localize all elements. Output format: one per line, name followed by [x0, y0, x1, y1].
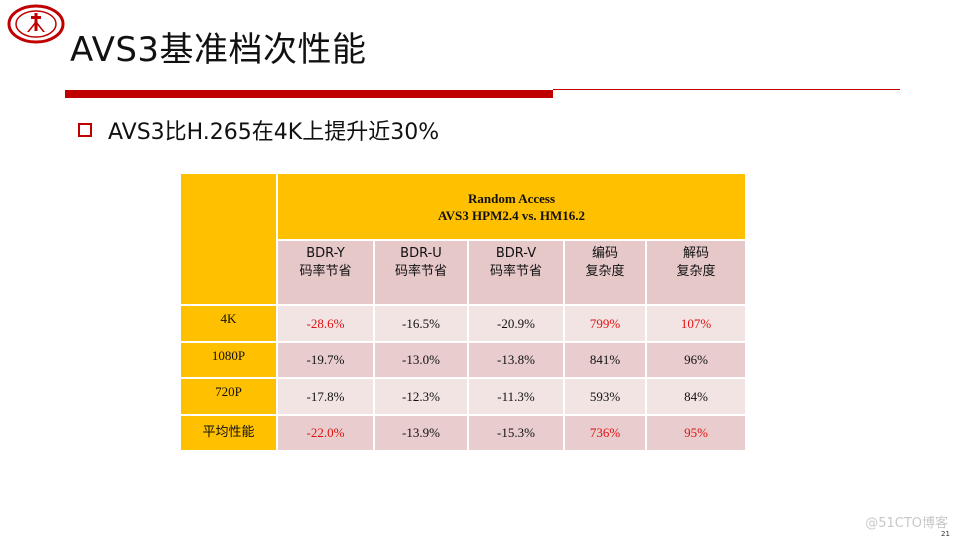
table-cell: -15.3% [467, 414, 565, 452]
bullet-point: AVS3比H.265在4K上提升近30% [78, 115, 439, 145]
column-header-metric: BDR-V [495, 246, 537, 261]
row-label: 720P [179, 377, 278, 416]
column-header: BDR-U 码率节省 [373, 239, 469, 306]
table-cell: -17.8% [276, 377, 375, 416]
title-underline-thin [553, 89, 900, 90]
table-cell: 593% [563, 377, 647, 416]
row-label: 平均性能 [179, 414, 278, 452]
column-header: BDR-V 码率节省 [467, 239, 565, 306]
row-label: 4K [179, 304, 278, 343]
table-cell: -19.7% [276, 341, 375, 379]
table-cell: -13.0% [373, 341, 469, 379]
column-header-desc: 码率节省 [489, 264, 542, 279]
table-cell: -12.3% [373, 377, 469, 416]
table-cell: -13.9% [373, 414, 469, 452]
table-cell: -28.6% [276, 304, 375, 343]
table-cell: 841% [563, 341, 647, 379]
table-corner-cell [179, 172, 278, 306]
column-header-metric: BDR-U [400, 246, 442, 261]
square-bullet-icon [78, 123, 92, 137]
table-cell: -20.9% [467, 304, 565, 343]
university-seal-icon [6, 4, 66, 44]
column-header-desc: 码率节省 [394, 264, 447, 279]
column-header: 编码 复杂度 [563, 239, 647, 306]
performance-table: Random Access AVS3 HPM2.4 vs. HM16.2 BDR… [179, 172, 747, 452]
column-header-metric: 解码 [682, 246, 709, 261]
column-header-desc: 复杂度 [676, 264, 716, 279]
watermark: @51CTO博客 [865, 516, 948, 531]
table-cell: -16.5% [373, 304, 469, 343]
column-header: 解码 复杂度 [645, 239, 747, 306]
slide-title: AVS3基准档次性能 [70, 30, 367, 70]
table-cell: 84% [645, 377, 747, 416]
table-row: 720P -17.8% -12.3% -11.3% 593% 84% [179, 377, 747, 416]
column-header-metric: 编码 [591, 246, 618, 261]
table-cell: -13.8% [467, 341, 565, 379]
table-cell: -11.3% [467, 377, 565, 416]
header-mode: Random Access [467, 190, 556, 206]
header-comparison: AVS3 HPM2.4 vs. HM16.2 [437, 207, 586, 223]
table-cell: 96% [645, 341, 747, 379]
row-label: 1080P [179, 341, 278, 379]
table-cell: 736% [563, 414, 647, 452]
page-number: 21 [941, 530, 950, 538]
column-header-desc: 复杂度 [585, 264, 625, 279]
table-cell: 799% [563, 304, 647, 343]
table-main-header: Random Access AVS3 HPM2.4 vs. HM16.2 [276, 172, 747, 241]
table-cell: -22.0% [276, 414, 375, 452]
title-underline-thick [65, 90, 553, 98]
bullet-text: AVS3比H.265在4K上提升近30% [108, 120, 440, 145]
table-row: 1080P -19.7% -13.0% -13.8% 841% 96% [179, 341, 747, 379]
table-row: 平均性能 -22.0% -13.9% -15.3% 736% 95% [179, 414, 747, 452]
table-cell: 95% [645, 414, 747, 452]
column-header-desc: 码率节省 [299, 264, 352, 279]
table-cell: 107% [645, 304, 747, 343]
column-header: BDR-Y 码率节省 [276, 239, 375, 306]
column-header-metric: BDR-Y [306, 246, 345, 261]
table-row: 4K -28.6% -16.5% -20.9% 799% 107% [179, 304, 747, 343]
